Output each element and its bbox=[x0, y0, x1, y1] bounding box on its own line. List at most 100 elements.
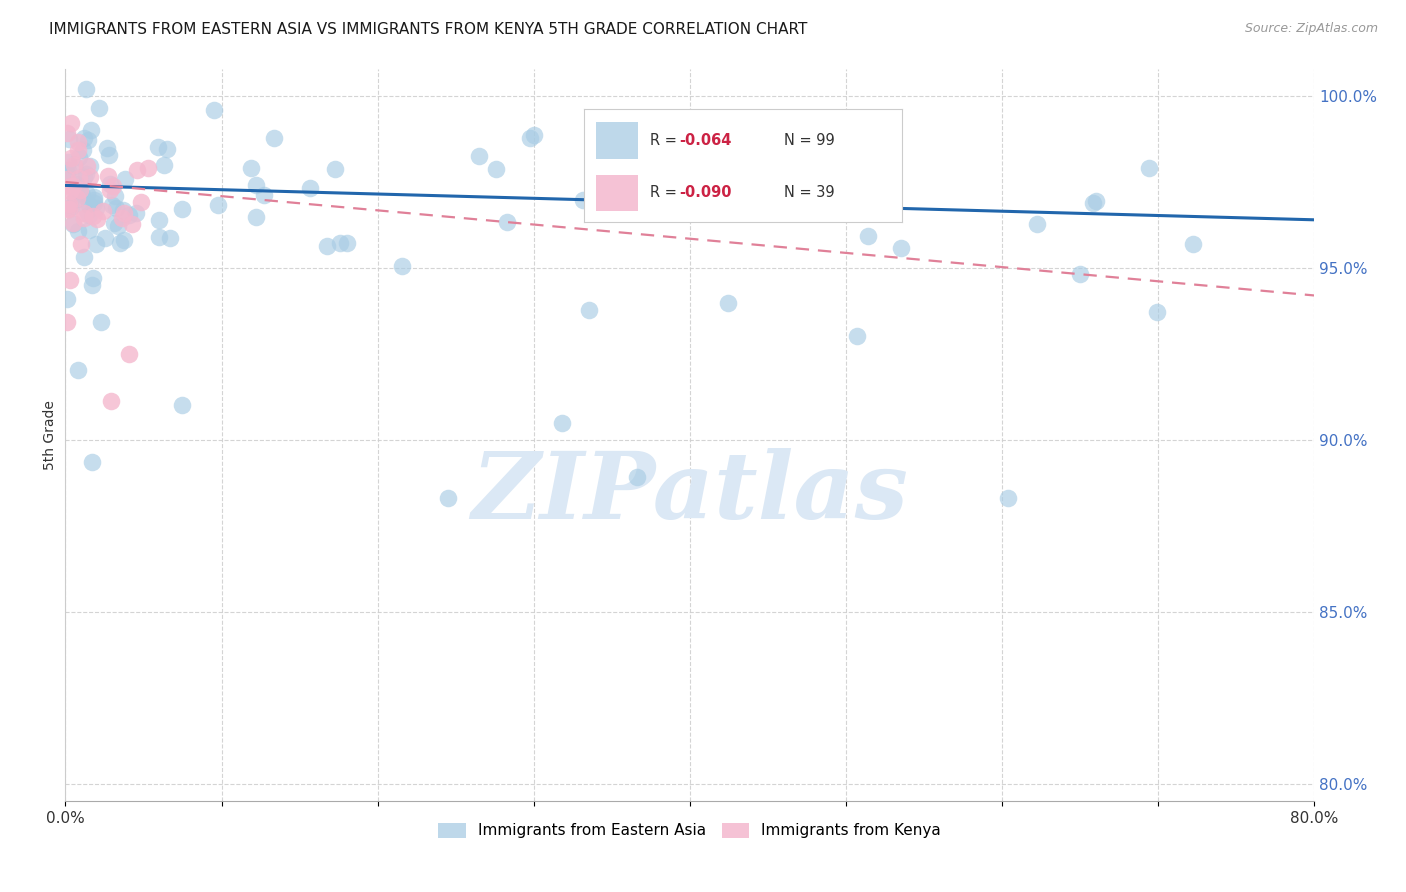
Point bbox=[125, 162, 148, 177]
Text: IMMIGRANTS FROM EASTERN ASIA VS IMMIGRANTS FROM KENYA 5TH GRADE CORRELATION CHAR: IMMIGRANTS FROM EASTERN ASIA VS IMMIGRAN… bbox=[49, 22, 807, 37]
Point bbox=[82, 209, 104, 223]
Point bbox=[437, 491, 460, 506]
Point bbox=[100, 394, 122, 409]
Point bbox=[125, 205, 148, 219]
Point bbox=[73, 131, 96, 145]
Point bbox=[82, 277, 104, 292]
Point bbox=[62, 178, 84, 193]
Point bbox=[69, 183, 91, 197]
Point bbox=[98, 183, 121, 197]
Point bbox=[391, 259, 413, 273]
Point bbox=[336, 235, 359, 250]
Point bbox=[67, 170, 90, 185]
Point bbox=[1083, 196, 1105, 211]
Point bbox=[60, 178, 83, 193]
Point bbox=[70, 237, 93, 252]
Point bbox=[79, 208, 101, 222]
Point bbox=[253, 187, 276, 202]
Point bbox=[485, 162, 508, 177]
Point bbox=[66, 191, 89, 205]
Point bbox=[245, 178, 267, 193]
Point bbox=[299, 181, 322, 195]
Point bbox=[83, 190, 105, 204]
Point bbox=[77, 223, 100, 237]
Point bbox=[98, 177, 121, 191]
Point bbox=[856, 228, 879, 243]
Point bbox=[72, 169, 94, 184]
Point bbox=[97, 148, 120, 162]
Point bbox=[97, 169, 120, 183]
Point bbox=[84, 236, 107, 251]
Point bbox=[148, 213, 170, 227]
Point bbox=[146, 140, 169, 154]
Point bbox=[87, 101, 110, 115]
Point bbox=[59, 151, 82, 165]
Point bbox=[159, 231, 181, 245]
Point bbox=[316, 238, 339, 252]
Point bbox=[58, 201, 80, 215]
Point bbox=[245, 210, 267, 224]
Point bbox=[846, 328, 869, 343]
Point bbox=[1146, 305, 1168, 319]
Point bbox=[56, 162, 79, 177]
Point bbox=[76, 160, 98, 174]
Point bbox=[626, 470, 648, 484]
Point bbox=[148, 229, 170, 244]
Point bbox=[1026, 217, 1049, 231]
Point bbox=[118, 347, 141, 361]
Point bbox=[56, 126, 79, 140]
Point bbox=[62, 217, 84, 231]
Point bbox=[67, 150, 90, 164]
Point bbox=[77, 133, 100, 147]
Point bbox=[240, 161, 263, 175]
Point bbox=[112, 234, 135, 248]
Point bbox=[468, 149, 491, 163]
Point bbox=[59, 272, 82, 286]
Point bbox=[72, 187, 94, 202]
Point bbox=[104, 201, 127, 215]
Point bbox=[202, 103, 225, 118]
Point bbox=[83, 193, 105, 207]
Point bbox=[80, 455, 103, 469]
Point bbox=[136, 161, 159, 176]
Point bbox=[86, 201, 108, 215]
Point bbox=[717, 295, 740, 310]
Point bbox=[56, 171, 79, 186]
Point bbox=[1137, 161, 1160, 176]
Point bbox=[62, 216, 84, 230]
Point bbox=[104, 189, 127, 203]
Point bbox=[997, 491, 1019, 506]
Point bbox=[101, 198, 124, 212]
Point bbox=[69, 186, 91, 201]
Point bbox=[79, 159, 101, 173]
Point bbox=[329, 235, 352, 250]
Legend: Immigrants from Eastern Asia, Immigrants from Kenya: Immigrants from Eastern Asia, Immigrants… bbox=[433, 817, 948, 845]
Point bbox=[73, 206, 96, 220]
Point bbox=[323, 162, 346, 177]
Point bbox=[80, 123, 103, 137]
Point bbox=[75, 82, 97, 96]
Point bbox=[56, 167, 79, 181]
Point bbox=[56, 315, 79, 329]
Point bbox=[63, 193, 86, 207]
Point bbox=[519, 130, 541, 145]
Point bbox=[72, 143, 94, 157]
Point bbox=[90, 316, 112, 330]
Point bbox=[73, 211, 96, 226]
Point bbox=[83, 195, 105, 210]
Point bbox=[263, 131, 285, 145]
Text: ZIPatlas: ZIPatlas bbox=[471, 449, 908, 538]
Point bbox=[59, 116, 82, 130]
Point bbox=[1182, 237, 1205, 252]
Point bbox=[523, 128, 546, 142]
Point bbox=[86, 212, 108, 227]
Point bbox=[170, 202, 193, 216]
Point bbox=[59, 185, 82, 199]
Point bbox=[91, 204, 114, 219]
Point bbox=[79, 169, 101, 184]
Y-axis label: 5th Grade: 5th Grade bbox=[44, 400, 58, 469]
Point bbox=[76, 204, 98, 219]
Point bbox=[156, 142, 179, 156]
Point bbox=[75, 167, 97, 181]
Point bbox=[121, 217, 143, 231]
